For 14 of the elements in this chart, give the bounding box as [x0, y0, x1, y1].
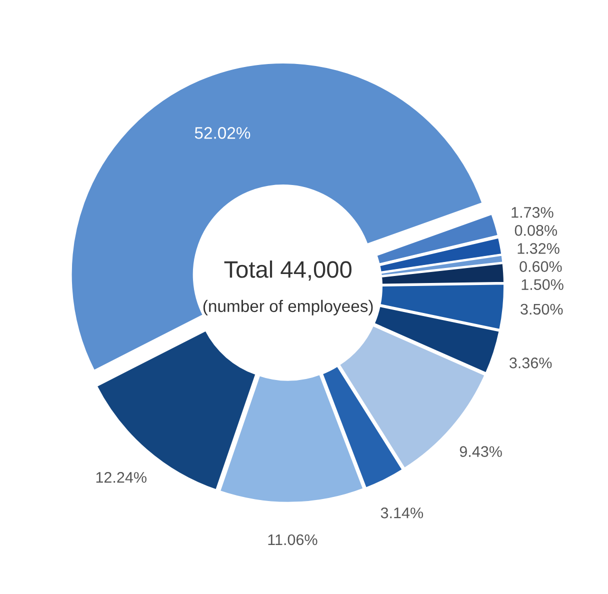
data-label: 1.32% [518, 243, 560, 254]
data-label: 12.24% [96, 472, 146, 483]
data-label: 11.06% [268, 534, 318, 546]
data-label: 1.73% [512, 207, 554, 218]
data-label: 0.08% [514, 225, 558, 236]
text: (number of employees) [203, 300, 373, 316]
data-label: 0.60% [520, 261, 562, 272]
data-label: 1.50% [522, 279, 564, 290]
data-label: 3.50% [520, 304, 563, 315]
text: Total 44,000 [224, 260, 352, 281]
data-label: 9.43% [460, 446, 502, 457]
data-label: 3.36% [510, 358, 552, 368]
data-label: 3.14% [380, 508, 424, 518]
data-label: 52.02% [194, 127, 250, 139]
